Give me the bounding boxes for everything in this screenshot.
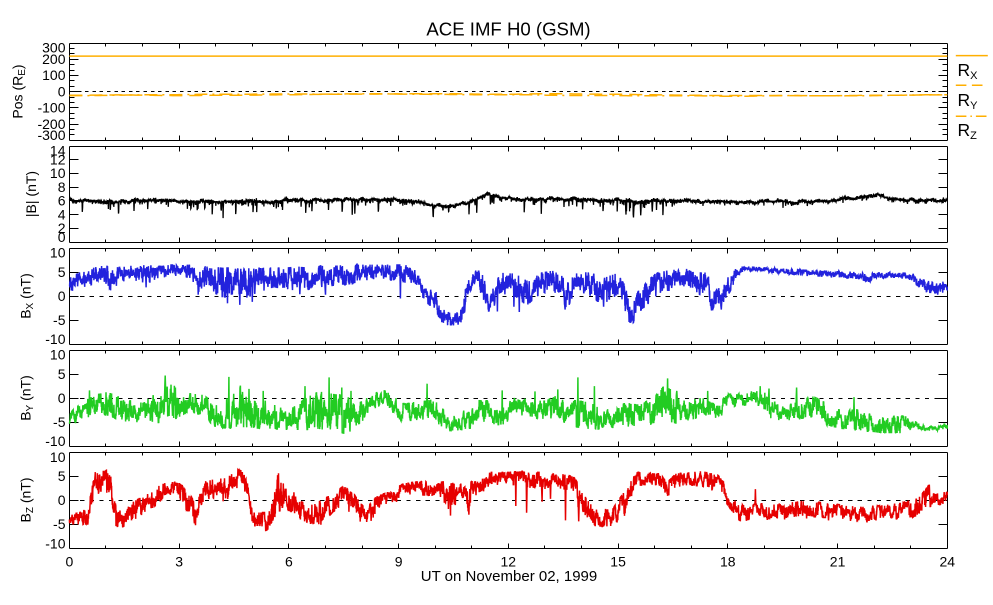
svg-text:-10: -10 — [45, 331, 65, 347]
svg-text:BZ (nT): BZ (nT) — [18, 477, 37, 522]
svg-text:18: 18 — [720, 554, 736, 570]
svg-text:24: 24 — [940, 554, 956, 570]
svg-text:300: 300 — [42, 40, 66, 56]
svg-text:10: 10 — [50, 165, 66, 181]
svg-text:6: 6 — [285, 554, 293, 570]
svg-text:5: 5 — [58, 468, 66, 484]
svg-text:0: 0 — [66, 554, 74, 570]
svg-text:0: 0 — [58, 390, 66, 406]
svg-text:100: 100 — [42, 67, 66, 83]
svg-text:-5: -5 — [53, 516, 66, 532]
svg-text:5: 5 — [58, 264, 66, 280]
svg-text:9: 9 — [395, 554, 403, 570]
svg-text:10: 10 — [50, 347, 66, 363]
svg-text:-10: -10 — [45, 433, 65, 449]
svg-text:0: 0 — [58, 83, 66, 99]
svg-text:UT on November 02, 1999: UT on November 02, 1999 — [421, 568, 598, 585]
svg-text:10: 10 — [50, 449, 66, 465]
svg-text:BX (nT): BX (nT) — [18, 273, 37, 319]
svg-text:-200: -200 — [37, 116, 65, 132]
svg-text:21: 21 — [830, 554, 846, 570]
svg-text:4: 4 — [58, 207, 66, 223]
svg-text:-100: -100 — [37, 100, 65, 116]
svg-text:15: 15 — [610, 554, 626, 570]
svg-text:-10: -10 — [45, 535, 65, 551]
svg-text:0: 0 — [58, 288, 66, 304]
svg-text:10: 10 — [50, 245, 66, 261]
svg-text:ACE IMF H0 (GSM): ACE IMF H0 (GSM) — [426, 19, 590, 40]
svg-text:-300: -300 — [37, 127, 65, 143]
svg-text:-5: -5 — [53, 312, 66, 328]
svg-text:3: 3 — [175, 554, 183, 570]
svg-text:12: 12 — [501, 554, 517, 570]
svg-text:0: 0 — [58, 229, 66, 245]
svg-text:200: 200 — [42, 51, 66, 67]
svg-text:6: 6 — [58, 193, 66, 209]
svg-text:-5: -5 — [53, 414, 66, 430]
svg-text:|B| (nT): |B| (nT) — [23, 171, 39, 217]
svg-text:0: 0 — [58, 492, 66, 508]
svg-text:8: 8 — [58, 179, 66, 195]
svg-text:5: 5 — [58, 366, 66, 382]
svg-text:2: 2 — [58, 220, 66, 236]
svg-text:Pos (RE): Pos (RE) — [10, 64, 29, 118]
svg-text:BY (nT): BY (nT) — [18, 375, 37, 421]
svg-text:14: 14 — [50, 143, 66, 159]
svg-text:12: 12 — [50, 152, 66, 168]
